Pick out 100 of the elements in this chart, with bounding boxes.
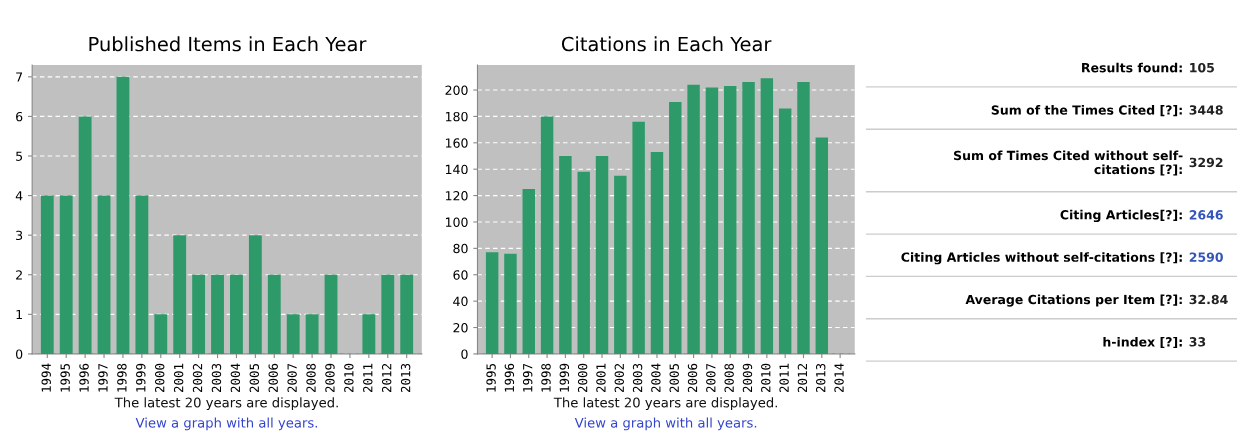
text: Sum of Times Cited without self- citations [?]: bbox=[953, 150, 1183, 176]
x-tick-label: 2008 bbox=[724, 363, 734, 393]
bar bbox=[724, 86, 737, 354]
x-tick-label: 2000 bbox=[577, 363, 588, 393]
x-tick-label: 1996 bbox=[79, 363, 89, 392]
bar bbox=[614, 175, 627, 354]
y-tick-label: 6 bbox=[16, 111, 23, 122]
y-tick-label: 5 bbox=[16, 151, 23, 161]
chart-title: Citations in Each Year bbox=[561, 36, 772, 52]
bar bbox=[78, 116, 92, 354]
x-tick-label: 1995 bbox=[486, 363, 496, 392]
x-tick-label: 2003 bbox=[632, 363, 643, 393]
bar bbox=[59, 195, 73, 354]
text: View a graph with all years. bbox=[135, 417, 318, 431]
x-tick-label: 1999 bbox=[559, 363, 570, 392]
bar bbox=[211, 274, 224, 354]
bar bbox=[192, 274, 206, 354]
text: Citing Articles without self-citations [?]: bbox=[901, 252, 1182, 265]
y-tick-label: 100 bbox=[445, 217, 468, 227]
y-tick-label: 40 bbox=[453, 296, 468, 307]
x-tick-label: 2010 bbox=[761, 363, 771, 393]
y-tick-label: 1 bbox=[16, 309, 22, 320]
text: 3292 bbox=[1189, 157, 1223, 168]
text: Average Citations per Item [?]: bbox=[965, 294, 1182, 307]
x-tick-label: 2004 bbox=[230, 363, 241, 393]
y-tick-label: 160 bbox=[445, 138, 468, 148]
bar bbox=[797, 82, 810, 354]
bar bbox=[173, 235, 187, 354]
text: View a graph with all years. bbox=[574, 417, 757, 431]
y-tick-label: 80 bbox=[453, 243, 468, 254]
x-tick-label: 1998 bbox=[117, 363, 127, 392]
x-tick-label: 1996 bbox=[504, 363, 515, 392]
y-tick-label: 180 bbox=[445, 111, 468, 122]
bar bbox=[305, 314, 319, 354]
x-tick-label: 2008 bbox=[306, 363, 316, 393]
text: 32.84 bbox=[1189, 294, 1228, 305]
text: h-index [?]: bbox=[1103, 336, 1182, 349]
x-tick-label: 2001 bbox=[173, 363, 184, 393]
bar bbox=[116, 76, 130, 354]
bar bbox=[687, 84, 700, 354]
x-tick-label: 2000 bbox=[154, 363, 165, 393]
bar bbox=[632, 121, 645, 354]
x-tick-label: 2003 bbox=[211, 363, 222, 393]
y-tick-label: 20 bbox=[453, 323, 468, 333]
bar bbox=[742, 82, 755, 354]
text: The latest 20 years are displayed. bbox=[114, 397, 338, 411]
x-tick-label: 2009 bbox=[325, 363, 335, 393]
x-tick-label: 2007 bbox=[706, 363, 716, 393]
bar bbox=[485, 252, 499, 354]
bar bbox=[381, 274, 395, 354]
text: The latest 20 years are displayed. bbox=[553, 397, 777, 411]
bar bbox=[559, 156, 572, 354]
bar bbox=[577, 171, 590, 354]
bar bbox=[362, 314, 376, 354]
bar bbox=[522, 188, 535, 354]
bar bbox=[815, 137, 829, 354]
bar bbox=[705, 87, 719, 354]
y-tick-label: 140 bbox=[445, 164, 468, 175]
y-tick-label: 3 bbox=[16, 230, 23, 241]
x-tick-label: 2011 bbox=[779, 363, 789, 393]
y-tick-label: 4 bbox=[15, 191, 23, 201]
y-tick-label: 0 bbox=[461, 349, 468, 359]
x-tick-label: 2002 bbox=[192, 364, 203, 393]
y-tick-label: 7 bbox=[16, 72, 23, 82]
bar bbox=[154, 314, 168, 354]
x-tick-label: 1997 bbox=[98, 363, 108, 392]
bar bbox=[135, 195, 149, 354]
x-tick-label: 1998 bbox=[541, 363, 551, 392]
bar bbox=[778, 108, 792, 354]
chart-title: Published Items in Each Year bbox=[89, 36, 367, 52]
x-tick-label: 2006 bbox=[268, 363, 278, 393]
text: Citing Articles[?]: bbox=[1060, 209, 1182, 223]
text: Sum of the Times Cited [?]: bbox=[991, 105, 1182, 117]
text: 105 bbox=[1190, 62, 1214, 73]
bar bbox=[267, 274, 281, 354]
x-tick-label: 1999 bbox=[136, 363, 146, 392]
x-tick-label: 1995 bbox=[60, 363, 70, 392]
text: 33 bbox=[1189, 337, 1206, 347]
bar bbox=[40, 195, 54, 354]
x-tick-label: 2012 bbox=[381, 364, 392, 393]
bar bbox=[650, 152, 664, 354]
bar bbox=[248, 235, 262, 354]
x-tick-label: 2012 bbox=[797, 364, 808, 393]
bar bbox=[400, 274, 414, 354]
bar bbox=[97, 195, 111, 354]
bar bbox=[504, 253, 517, 354]
x-tick-label: 2002 bbox=[614, 364, 624, 393]
text: 2590 bbox=[1189, 252, 1223, 262]
x-tick-label: 1997 bbox=[522, 363, 533, 392]
x-tick-label: 2007 bbox=[287, 363, 297, 393]
bar bbox=[324, 274, 338, 354]
x-tick-label: 2004 bbox=[651, 363, 661, 393]
bar bbox=[540, 116, 554, 354]
x-tick-label: 2005 bbox=[669, 363, 679, 393]
x-tick-label: 2009 bbox=[742, 363, 753, 393]
x-tick-label: 2014 bbox=[834, 363, 844, 393]
x-tick-label: 1994 bbox=[41, 363, 51, 392]
y-tick-label: 200 bbox=[445, 85, 468, 95]
bar bbox=[595, 156, 609, 354]
bar bbox=[669, 101, 682, 354]
